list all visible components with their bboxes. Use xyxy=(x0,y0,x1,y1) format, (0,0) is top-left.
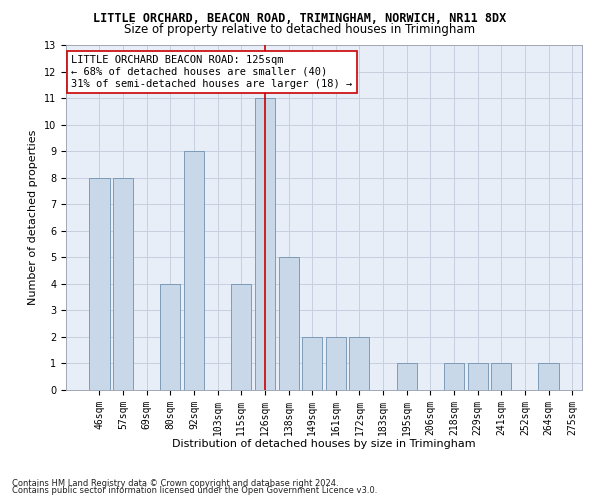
X-axis label: Distribution of detached houses by size in Trimingham: Distribution of detached houses by size … xyxy=(172,439,476,449)
Text: LITTLE ORCHARD, BEACON ROAD, TRIMINGHAM, NORWICH, NR11 8DX: LITTLE ORCHARD, BEACON ROAD, TRIMINGHAM,… xyxy=(94,12,506,26)
Text: Size of property relative to detached houses in Trimingham: Size of property relative to detached ho… xyxy=(124,22,476,36)
Bar xyxy=(113,178,133,390)
Bar xyxy=(184,151,204,390)
Y-axis label: Number of detached properties: Number of detached properties xyxy=(28,130,38,305)
Text: LITTLE ORCHARD BEACON ROAD: 125sqm
← 68% of detached houses are smaller (40)
31%: LITTLE ORCHARD BEACON ROAD: 125sqm ← 68%… xyxy=(71,56,352,88)
Bar xyxy=(397,364,417,390)
Bar xyxy=(467,364,488,390)
Bar xyxy=(349,337,370,390)
Bar xyxy=(255,98,275,390)
Bar xyxy=(326,337,346,390)
Bar xyxy=(231,284,251,390)
Bar xyxy=(278,258,299,390)
Text: Contains public sector information licensed under the Open Government Licence v3: Contains public sector information licen… xyxy=(12,486,377,495)
Bar xyxy=(89,178,110,390)
Bar xyxy=(491,364,511,390)
Bar xyxy=(444,364,464,390)
Bar xyxy=(160,284,181,390)
Bar xyxy=(302,337,322,390)
Text: Contains HM Land Registry data © Crown copyright and database right 2024.: Contains HM Land Registry data © Crown c… xyxy=(12,478,338,488)
Bar xyxy=(538,364,559,390)
